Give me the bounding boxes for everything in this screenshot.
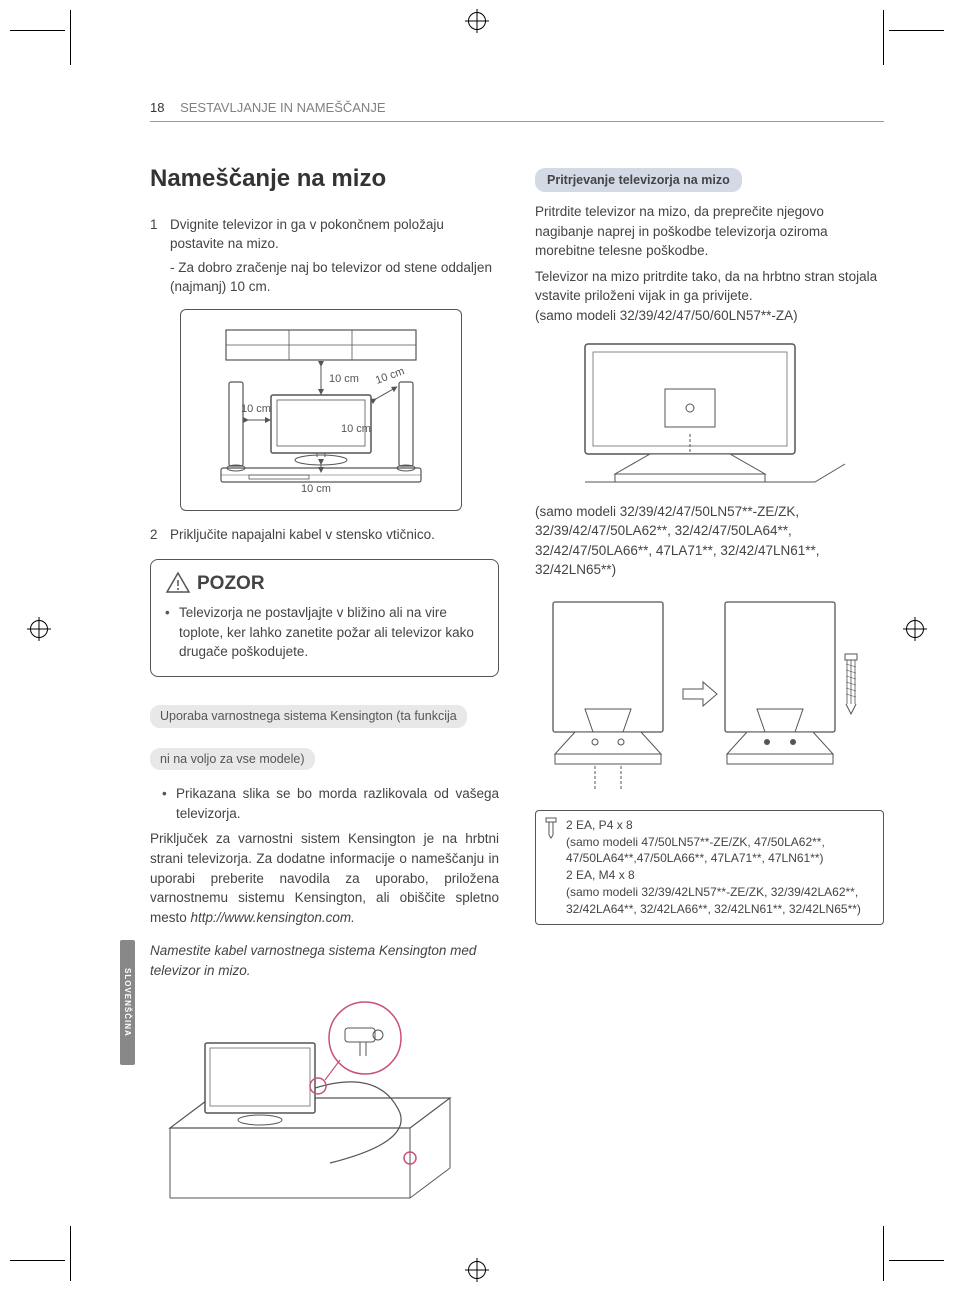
kensington-instruction: Namestite kabel varnostnega sistema Kens…: [150, 941, 499, 980]
kensington-note: Prikazana slika se bo morda razlikovala …: [162, 784, 499, 823]
main-heading: Nameščanje na mizo: [150, 162, 499, 197]
step-1: 1 Dvignite televizor in ga v pokončnem p…: [150, 215, 499, 254]
kensington-tag-1: Uporaba varnostnega sistema Kensington (…: [150, 705, 467, 728]
svg-text:10 cm: 10 cm: [301, 483, 331, 495]
models-list-2: (samo modeli 32/39/42/47/50LN57**-ZE/ZK,…: [535, 502, 884, 580]
kensington-tag-2: ni na voljo za vse modele): [150, 748, 315, 771]
svg-text:10 cm: 10 cm: [374, 365, 406, 387]
stand-diagram: [535, 594, 884, 804]
svg-text:10 cm: 10 cm: [241, 403, 271, 415]
page-header: 18 SESTAVLJANJE IN NAMEŠČANJE: [150, 100, 884, 122]
svg-text:10 cm: 10 cm: [341, 423, 371, 435]
tv-back-diagram-1: [535, 334, 884, 494]
page-number: 18: [150, 100, 164, 115]
caution-text: Televizorja ne postavljajte v bližino al…: [165, 603, 484, 662]
screw-spec-box: 2 EA, P4 x 8 (samo modeli 47/50LN57**-ZE…: [535, 810, 884, 925]
secure-para1: Pritrdite televizor na mizo, da prepreči…: [535, 202, 884, 261]
caution-title: POZOR: [197, 570, 265, 598]
language-tab: SLOVENŠČINA: [120, 940, 135, 1065]
caution-box: POZOR Televizorja ne postavljajte v bliž…: [150, 559, 499, 677]
secure-para2: Televizor na mizo pritrdite tako, da na …: [535, 267, 884, 326]
screw-icon: [542, 817, 560, 839]
securing-tag: Pritrjevanje televizorja na mizo: [535, 168, 742, 192]
kensington-paragraph: Priključek za varnostni sistem Kensingto…: [150, 829, 499, 927]
section-title: SESTAVLJANJE IN NAMEŠČANJE: [180, 100, 385, 115]
spacing-diagram: 10 cm 10 cm 10 cm 10 cm 10 cm: [180, 309, 462, 511]
warning-icon: [165, 571, 191, 595]
step-1-sub: - Za dobro zračenje naj bo televizor od …: [170, 258, 499, 297]
svg-text:10 cm: 10 cm: [329, 373, 359, 385]
kensington-diagram: [150, 998, 499, 1208]
step-2: 2 Priključite napajalni kabel v stensko …: [150, 525, 499, 545]
